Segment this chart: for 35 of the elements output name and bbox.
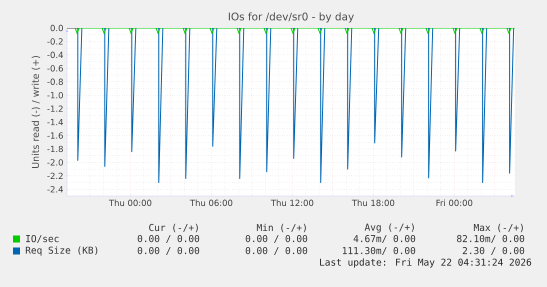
text: Min (-/+) — [256, 224, 306, 232]
text: Last update: Fri May 22 04:31:24 2026 — [320, 258, 532, 268]
chart-title: IOs for /dev/sr0 - by day — [228, 12, 354, 22]
text: Cur (-/+) — [149, 224, 198, 232]
text: 4.67m/ 0.00 — [354, 235, 416, 243]
y-tick-label: -0.6 — [47, 65, 63, 72]
y-tick-label: -1.0 — [47, 92, 63, 98]
text: 111.30m/ 0.00 — [342, 247, 416, 255]
x-tick-label: Thu 00:00 — [108, 200, 152, 206]
legend-label: Req Size (KB) — [26, 246, 98, 256]
y-tick-label: -2.4 — [47, 186, 64, 192]
y-tick-label: -2.0 — [47, 159, 63, 166]
y-axis-title: Units read (-) / write (+) — [32, 56, 40, 168]
y-tick-label: 0.0 — [50, 24, 63, 32]
text: 0.00 / 0.00 — [246, 235, 308, 243]
y-tick-label: -1.4 — [47, 118, 64, 126]
legend-label: IO/sec — [26, 235, 59, 243]
text: Avg (-/+) — [364, 223, 414, 233]
text: 2.30 / 0.00 — [462, 247, 524, 255]
text: 0.00 / 0.00 — [138, 235, 200, 243]
text: 82.10m/ 0.00 — [457, 235, 524, 243]
x-tick-label: Thu 06:00 — [190, 200, 232, 206]
y-tick-label: -0.4 — [47, 52, 64, 58]
text: 0.00 / 0.00 — [246, 247, 308, 255]
text: 0.00 / 0.00 — [138, 247, 200, 255]
y-tick-label: -2.2 — [47, 172, 63, 179]
y-tick-label: -1.2 — [47, 106, 63, 112]
text: Max (-/+) — [474, 224, 523, 232]
y-tick-label: -0.2 — [47, 38, 63, 45]
y-tick-label: -1.8 — [47, 146, 63, 152]
y-tick-label: -1.6 — [47, 132, 63, 139]
x-tick-label: Thu 12:00 — [270, 200, 314, 206]
x-tick-label: Fri 00:00 — [436, 200, 472, 206]
x-tick-label: Thu 18:00 — [352, 200, 394, 206]
y-tick-label: -0.8 — [47, 78, 63, 85]
